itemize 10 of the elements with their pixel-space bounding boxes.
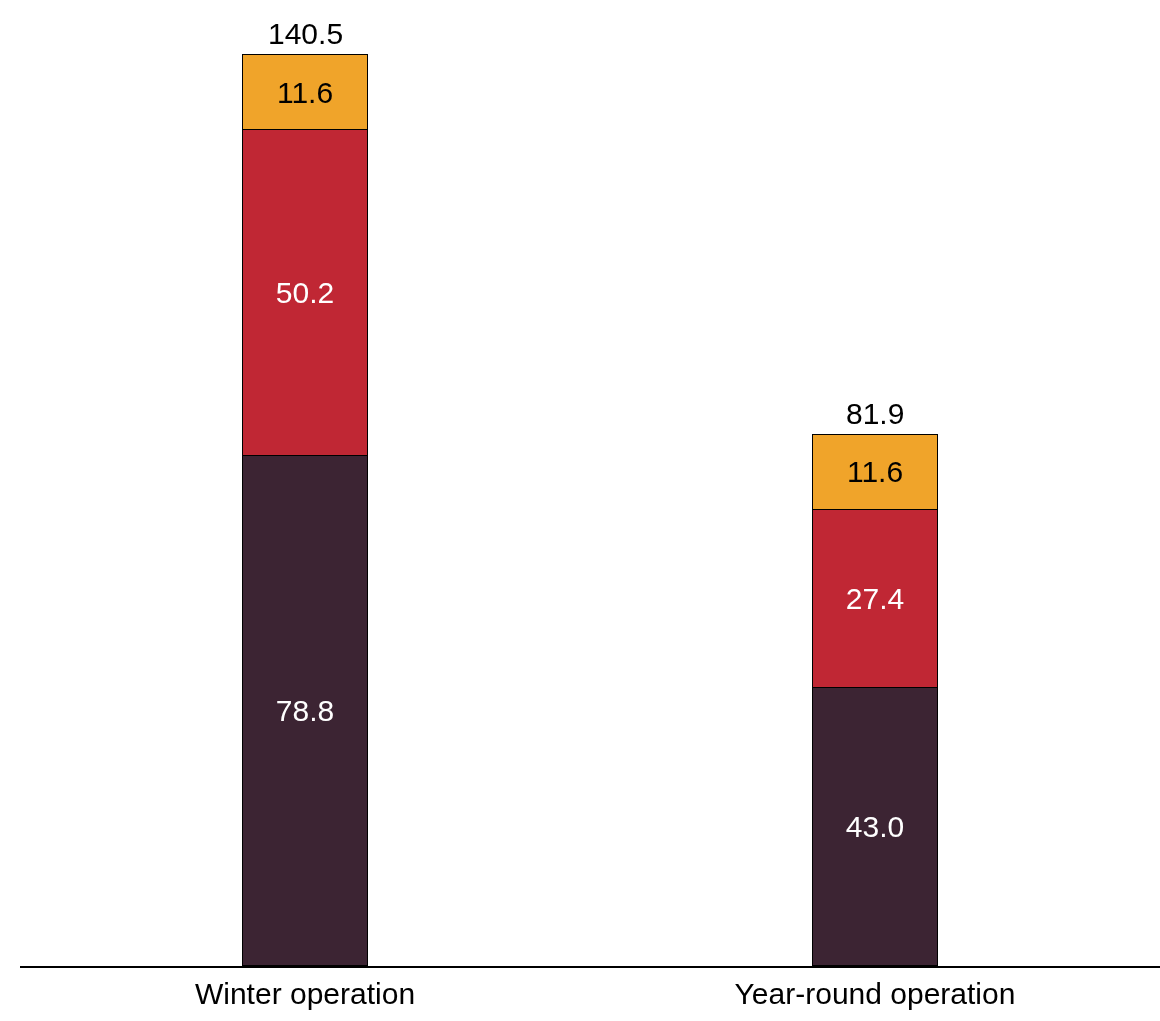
data-label: 11.6 [846,455,904,489]
total-label: 140.5 [268,17,344,50]
total-label: 81.9 [846,397,905,430]
data-label: 50.2 [275,275,335,309]
x-tick-label: Winter operation [194,976,416,1010]
data-label: 27.4 [845,581,905,615]
data-label: 43.0 [845,810,905,844]
data-label: 11.6 [276,75,334,109]
data-label: 78.8 [275,694,335,728]
x-tick-label: Year-round operation [734,976,1016,1010]
